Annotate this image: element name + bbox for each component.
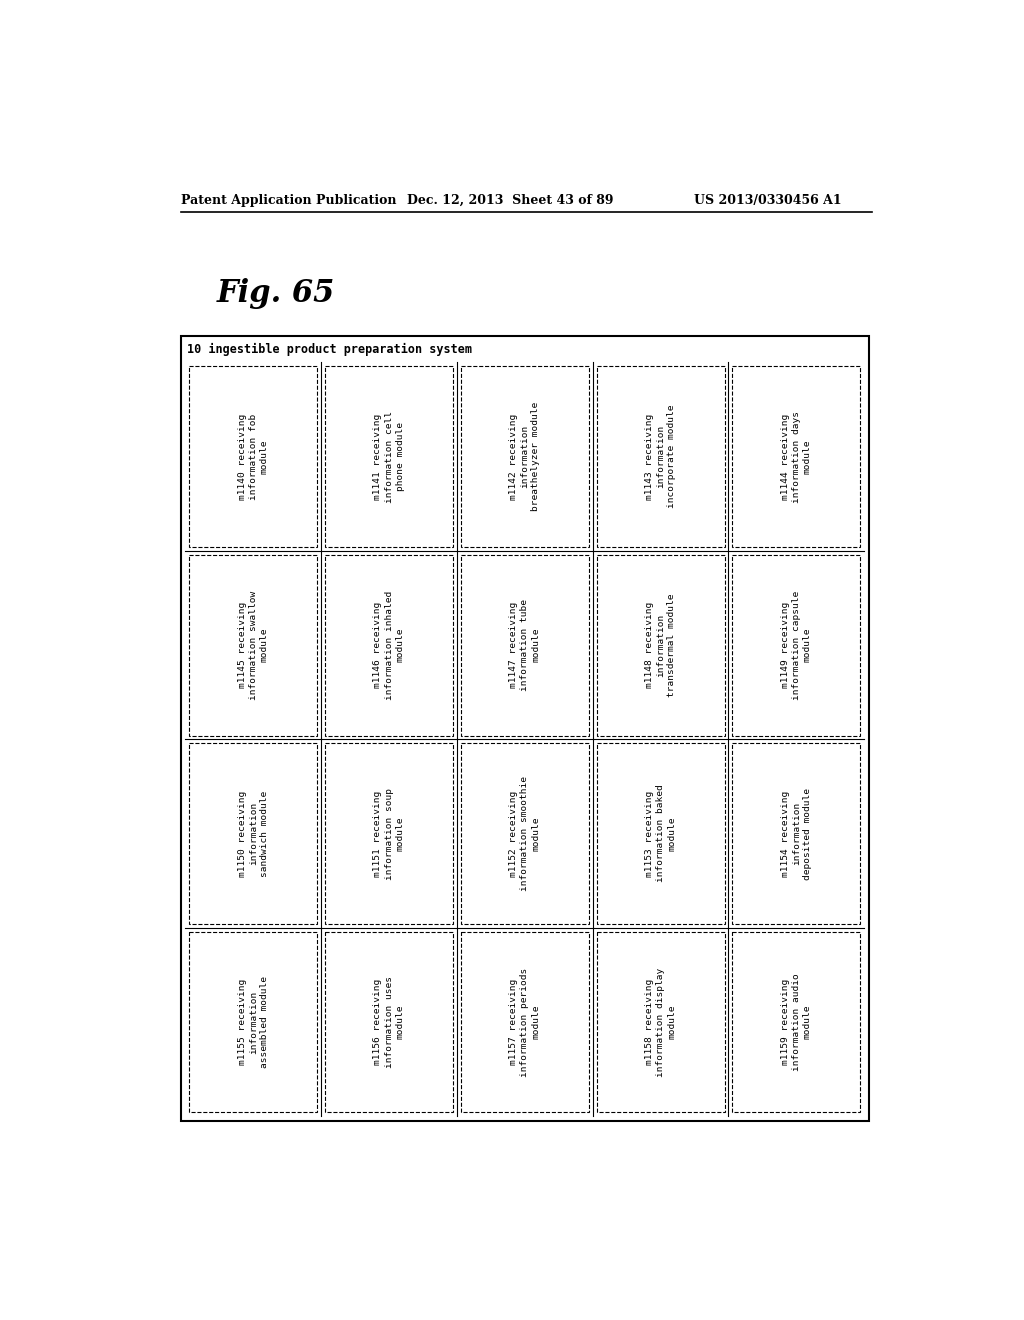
Bar bbox=[597, 932, 725, 1113]
Text: US 2013/0330456 A1: US 2013/0330456 A1 bbox=[693, 194, 842, 207]
Bar bbox=[325, 743, 453, 924]
Bar bbox=[189, 932, 317, 1113]
Text: m1148 receiving
information
transdermal module: m1148 receiving information transdermal … bbox=[645, 594, 676, 697]
Bar bbox=[597, 554, 725, 735]
Bar bbox=[597, 743, 725, 924]
Text: m1151 receiving
information soup
module: m1151 receiving information soup module bbox=[374, 788, 404, 879]
Bar bbox=[732, 554, 860, 735]
Bar bbox=[180, 335, 869, 1121]
Text: Patent Application Publication: Patent Application Publication bbox=[180, 194, 396, 207]
Text: m1142 receiving
information
breathelyzer module: m1142 receiving information breathelyzer… bbox=[509, 403, 541, 511]
Bar bbox=[732, 743, 860, 924]
Text: m1157 receiving
information periods
module: m1157 receiving information periods modu… bbox=[509, 968, 541, 1077]
Text: m1143 receiving
information
incorporate module: m1143 receiving information incorporate … bbox=[645, 405, 676, 508]
Bar bbox=[461, 367, 589, 546]
Bar bbox=[732, 367, 860, 546]
Text: m1155 receiving
information
assembled module: m1155 receiving information assembled mo… bbox=[238, 975, 269, 1068]
Text: m1153 receiving
information baked
module: m1153 receiving information baked module bbox=[645, 784, 676, 883]
Bar bbox=[325, 932, 453, 1113]
Bar bbox=[461, 554, 589, 735]
Text: m1158 receiving
information display
module: m1158 receiving information display modu… bbox=[645, 968, 676, 1077]
Text: m1145 receiving
information swallow
module: m1145 receiving information swallow modu… bbox=[238, 590, 269, 700]
Text: m1159 receiving
information audio
module: m1159 receiving information audio module bbox=[780, 973, 812, 1071]
Text: m1147 receiving
information tube
module: m1147 receiving information tube module bbox=[509, 599, 541, 692]
Bar bbox=[325, 367, 453, 546]
Bar bbox=[189, 367, 317, 546]
Bar bbox=[189, 554, 317, 735]
Bar bbox=[189, 743, 317, 924]
Text: m1154 receiving
information
deposited module: m1154 receiving information deposited mo… bbox=[780, 788, 812, 879]
Text: m1144 receiving
information days
module: m1144 receiving information days module bbox=[780, 411, 812, 503]
Text: m1140 receiving
information fob
module: m1140 receiving information fob module bbox=[238, 413, 269, 500]
Bar bbox=[461, 932, 589, 1113]
Text: 10 ingestible product preparation system: 10 ingestible product preparation system bbox=[187, 343, 472, 356]
Text: Dec. 12, 2013  Sheet 43 of 89: Dec. 12, 2013 Sheet 43 of 89 bbox=[407, 194, 613, 207]
Bar bbox=[732, 932, 860, 1113]
Text: m1149 receiving
information capsule
module: m1149 receiving information capsule modu… bbox=[780, 590, 812, 700]
Bar bbox=[597, 367, 725, 546]
Text: m1150 receiving
information
sandwich module: m1150 receiving information sandwich mod… bbox=[238, 791, 269, 876]
Text: m1141 receiving
information cell
phone module: m1141 receiving information cell phone m… bbox=[374, 411, 404, 503]
Bar bbox=[325, 554, 453, 735]
Text: m1152 receiving
information smoothie
module: m1152 receiving information smoothie mod… bbox=[509, 776, 541, 891]
Text: m1156 receiving
information uses
module: m1156 receiving information uses module bbox=[374, 975, 404, 1068]
Bar bbox=[461, 743, 589, 924]
Text: Fig. 65: Fig. 65 bbox=[217, 277, 336, 309]
Text: m1146 receiving
information inhaled
module: m1146 receiving information inhaled modu… bbox=[374, 590, 404, 700]
